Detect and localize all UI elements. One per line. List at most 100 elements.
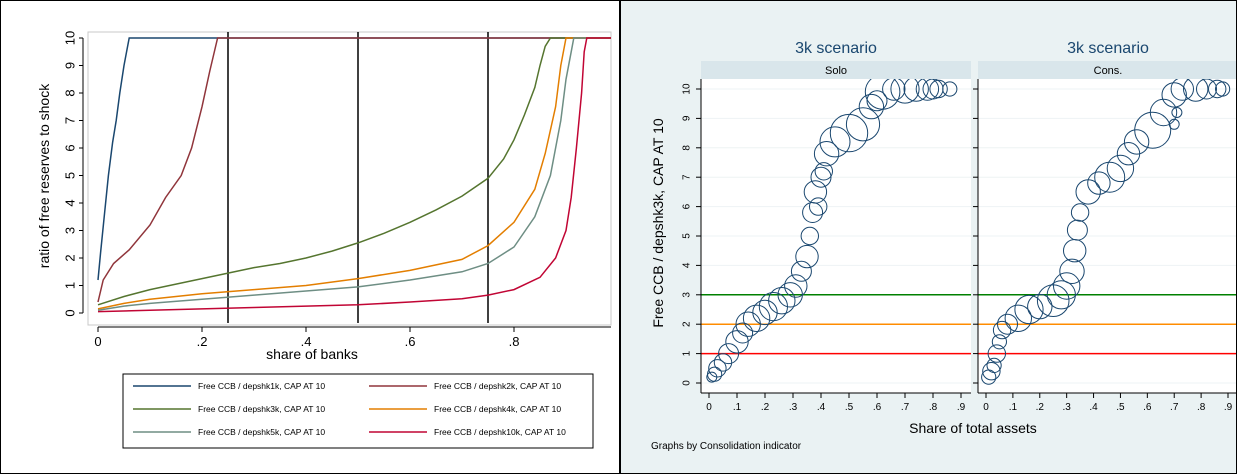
left-y-axis-label: ratio of free reserves to shock	[36, 83, 52, 268]
panel-0-bubble-28	[903, 79, 929, 102]
x-tick-label-3: .6	[405, 334, 416, 349]
y-tick-label-10: 10	[62, 31, 77, 45]
panel-1-bubble-24	[1149, 98, 1178, 127]
panel-1-x-tick-label-4: .4	[1089, 402, 1098, 413]
panel-0-bubble-23	[845, 107, 881, 142]
panel-1-bubble-26	[1170, 79, 1194, 101]
panel-0-bubble-13	[784, 274, 808, 298]
panel-1-bubble-9	[1027, 293, 1053, 320]
panel-0-bubble-16	[800, 226, 820, 246]
panel-1-bubble-7	[1004, 304, 1032, 332]
panel-subtitle-1: Cons.	[1094, 65, 1123, 77]
panel-1-x-tick-label-5: .5	[1116, 402, 1125, 413]
panel-0-x-tick-label-2: .2	[761, 402, 770, 413]
panel-0-bubble-27	[890, 79, 920, 104]
panel-1-bubble-2	[986, 357, 1002, 373]
legend-label-0: Free CCB / depshk1k, CAP AT 10	[198, 381, 325, 391]
series-line-3	[97, 37, 611, 310]
y-tick-label-9: 9	[62, 62, 77, 69]
panel-1-bubble-28	[1196, 79, 1217, 100]
panel-0-bubble-2	[708, 359, 727, 378]
panel-1-x-tick-label-7: .7	[1170, 402, 1179, 413]
panel-1-x-tick-label-9: .9	[1224, 402, 1233, 413]
panel-0-bubble-14	[790, 260, 812, 282]
legend-label-1: Free CCB / depshk2k, CAP AT 10	[434, 381, 561, 391]
panel-0-bubble-35	[866, 90, 888, 112]
y-tick-label-0: 0	[62, 309, 77, 316]
panel-1-bubble-32	[1171, 107, 1183, 118]
left-plot-frame	[87, 31, 612, 326]
panel-1-bubble-8	[1014, 294, 1044, 325]
panel-1-bubble-3	[987, 344, 1006, 363]
panel-0-bubble-32	[942, 81, 958, 97]
panel-1-bubble-16	[1070, 203, 1090, 222]
y-tick-label-3: 3	[682, 292, 693, 298]
panel-1-bubble-25	[1161, 82, 1187, 108]
panel-1-bubble-31	[1168, 118, 1180, 130]
series-line-1	[97, 37, 611, 303]
panel-1-bubble-18	[1087, 171, 1111, 195]
y-tick-label-4: 4	[62, 199, 77, 206]
panel-0-bubble-31	[929, 79, 948, 99]
legend-label-4: Free CCB / depshk5k, CAP AT 10	[198, 427, 325, 437]
panel-0-bubble-22	[829, 113, 869, 153]
panel-header-1	[978, 61, 1236, 79]
right-y-axis-label: Free CCB / depshk3k, CAP AT 10	[650, 118, 666, 328]
panel-0-bubble-20	[813, 141, 840, 167]
right-note: Graphs by Consolidation indicator	[651, 441, 802, 452]
panel-1-bubble-11	[1046, 280, 1076, 310]
y-tick-label-3: 3	[62, 227, 77, 234]
panel-plot-area-0	[701, 79, 971, 384]
legend-label-3: Free CCB / depshk4k, CAP AT 10	[434, 404, 561, 414]
panel-1-x-tick-label-0: 0	[983, 402, 989, 413]
panel-1-bubble-12	[1053, 272, 1081, 300]
panel-0-bubble-1	[707, 366, 723, 382]
y-tick-label-5: 5	[62, 172, 77, 179]
panel-1-bubble-4	[991, 334, 1007, 350]
left-line-chart: 0 1 2 3 4 5 6 7 8 9 10 ratio of free reserves to sh…	[1, 1, 619, 473]
y-tick-label-0: 0	[682, 380, 693, 386]
panel-1-bubble-27	[1183, 79, 1209, 102]
panel-1-bubble-20	[1106, 154, 1135, 183]
y-tick-label-8: 8	[62, 89, 77, 96]
x-tick-label-0: 0	[94, 334, 101, 349]
left-x-axis-label: share of banks	[266, 346, 358, 362]
panel-0-x-tick-label-4: .4	[817, 402, 826, 413]
panel-0-bubble-4	[718, 343, 740, 365]
panel-1-bubble-13	[1059, 258, 1085, 284]
panel-0-x-tick-label-6: .6	[873, 402, 882, 413]
panel-0-bubble-9	[752, 299, 778, 326]
panel-0-bubble-11	[768, 287, 796, 315]
y-tick-label-1: 1	[682, 350, 693, 356]
panel-0-x-tick-label-5: .5	[845, 402, 854, 413]
x-tick-label-2: .4	[301, 334, 312, 349]
x-tick-label-4: .8	[509, 334, 520, 349]
series-line-4	[97, 37, 611, 312]
panel-1-x-tick-label-6: .6	[1143, 402, 1152, 413]
right-bubble-chart: 3k scenario Solo 0 .1 .2 .3 .4 .5 .6 .7 .8 .9 0 1 2 3 4 5…	[621, 1, 1236, 473]
y-tick-label-6: 6	[682, 203, 693, 209]
panel-1-x-tick-label-2: .2	[1036, 402, 1045, 413]
legend-box	[122, 373, 594, 449]
x-tick-label-1: .2	[197, 334, 208, 349]
panel-1-x-tick-label-1: .1	[1009, 402, 1018, 413]
panel-0-bubble-8	[742, 304, 771, 332]
y-tick-label-7: 7	[62, 117, 77, 124]
panel-title-0: 3k scenario	[795, 40, 877, 57]
panel-0-bubble-33	[809, 197, 828, 216]
left-chart-panel: 0 1 2 3 4 5 6 7 8 9 10 ratio of free reserves to sh…	[0, 0, 620, 474]
panel-0-bubble-6	[732, 322, 754, 344]
panel-0-x-tick-label-7: .7	[901, 402, 910, 413]
series-line-5	[97, 37, 611, 313]
y-tick-label-8: 8	[682, 145, 693, 151]
y-tick-label-4: 4	[682, 262, 693, 268]
panel-plot-area-1	[978, 79, 1236, 385]
panel-0-bubble-19	[810, 166, 832, 188]
panel-1-bubble-29	[1208, 79, 1227, 99]
panel-0-bubble-26	[882, 79, 906, 101]
panel-0-bubble-15	[795, 244, 819, 269]
y-tick-label-1: 1	[62, 282, 77, 289]
panel-0-x-tick-label-9: .9	[957, 402, 966, 413]
panel-0-bubble-21	[819, 126, 851, 158]
left-plot-area	[97, 32, 611, 323]
